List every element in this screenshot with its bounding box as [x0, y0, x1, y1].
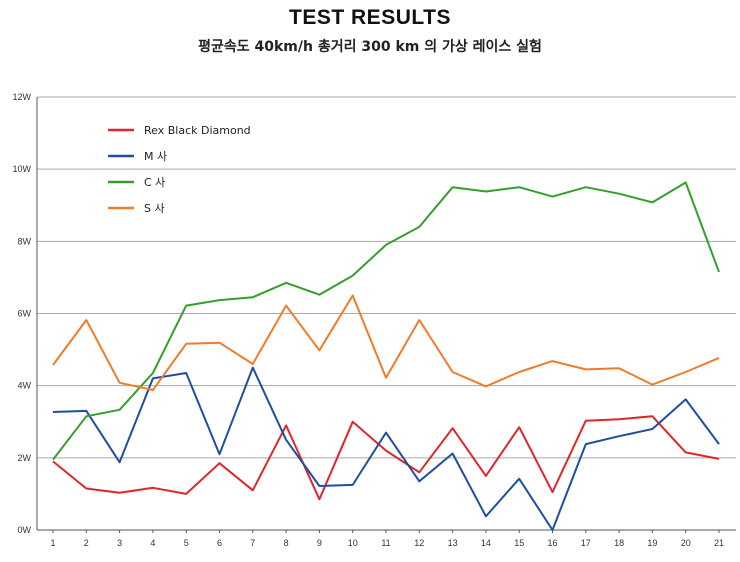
x-tick-label: 14 [481, 538, 491, 548]
x-tick-label: 5 [184, 538, 189, 548]
x-tick-label: 20 [681, 538, 691, 548]
x-tick-label: 13 [448, 538, 458, 548]
y-axis-ticks: 0W 2W 4W 6W 8W 10W 12W [12, 92, 31, 535]
chart-title: TEST RESULTS [289, 6, 451, 29]
x-tick-label: 17 [581, 538, 591, 548]
x-tick-label: 3 [117, 538, 122, 548]
series-line [52, 415, 720, 501]
x-tick-label: 4 [150, 538, 155, 548]
x-tick-label: 1 [50, 538, 55, 548]
x-tick-label: 10 [348, 538, 358, 548]
y-tick-label: 12W [12, 92, 31, 102]
x-tick-label: 11 [381, 538, 390, 548]
x-tick-label: 21 [714, 538, 724, 548]
series-line [52, 366, 720, 531]
y-tick-label: 6W [18, 309, 32, 319]
y-tick-label: 8W [18, 236, 32, 246]
x-tick-label: 6 [217, 538, 222, 548]
y-tick-label: 2W [18, 453, 32, 463]
y-tick-label: 0W [18, 525, 32, 535]
legend-label: C 사 [144, 176, 165, 189]
grid-lines [36, 96, 736, 531]
x-tick-label: 8 [284, 538, 289, 548]
legend: Rex Black Diamond M 사 C 사 S 사 [108, 124, 251, 215]
legend-label: S 사 [144, 202, 165, 215]
x-tick-label: 16 [547, 538, 557, 548]
x-tick-label: 15 [514, 538, 524, 548]
series-line [52, 181, 720, 461]
x-tick-label: 19 [647, 538, 657, 548]
x-tick-label: 18 [614, 538, 624, 548]
x-axis-ticks: 1 2 3 4 5 6 7 8 9 10 11 12 13 14 15 16 17 18 19 20 21 [50, 530, 724, 548]
y-tick-label: 10W [12, 164, 31, 174]
x-tick-label: 12 [414, 538, 424, 548]
x-tick-label: 2 [84, 538, 89, 548]
series-line [52, 294, 720, 391]
series-lines [52, 181, 720, 531]
x-tick-label: 9 [317, 538, 322, 548]
legend-label: M 사 [144, 150, 167, 163]
x-tick-label: 7 [250, 538, 255, 548]
chart-subtitle: 평균속도 40km/h 총거리 300 km 의 가상 레이스 실험 [198, 39, 542, 55]
y-tick-label: 4W [18, 381, 32, 391]
legend-label: Rex Black Diamond [144, 124, 251, 137]
